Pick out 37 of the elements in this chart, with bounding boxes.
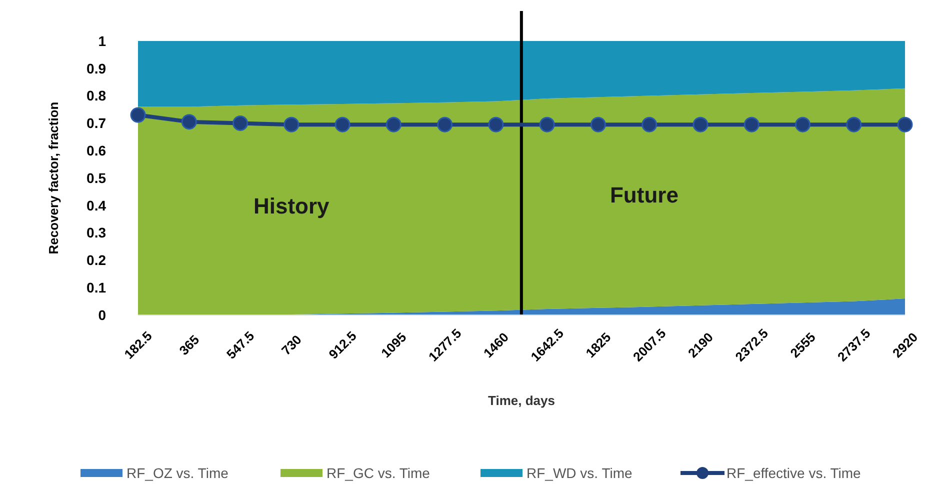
y-tick-label: 0.4 <box>86 197 106 214</box>
point <box>744 116 760 132</box>
point <box>794 116 810 132</box>
legend-label: RF_GC vs. Time <box>326 464 430 481</box>
point <box>386 116 402 132</box>
annotation: History <box>254 194 330 219</box>
point <box>642 116 658 132</box>
point <box>488 116 504 132</box>
y-tick-label: 0.3 <box>86 224 106 241</box>
x-tick-label: 365 <box>176 332 202 358</box>
x-axis-title: Time, days <box>488 393 555 408</box>
point <box>284 116 300 132</box>
y-axis-title: Recovery factor, fraction <box>46 102 61 254</box>
y-tick-label: 0.9 <box>86 60 106 76</box>
point <box>539 116 555 132</box>
legend-label: RF_OZ vs. Time <box>126 464 229 481</box>
y-tick-label: 0.7 <box>86 115 106 132</box>
y-tick-label: 0.6 <box>86 142 106 158</box>
point <box>181 114 197 130</box>
legend-label: RF_effective vs. Time <box>726 464 862 481</box>
point <box>692 116 708 132</box>
y-tick-label: 0 <box>98 306 106 323</box>
point <box>232 115 248 131</box>
y-tick-label: 0.8 <box>86 88 106 104</box>
point <box>334 116 350 132</box>
annotation: Future <box>610 182 678 208</box>
point <box>437 116 453 132</box>
point <box>897 116 913 132</box>
point <box>130 107 146 123</box>
y-tick-label: 0.1 <box>86 280 106 296</box>
point <box>846 116 862 132</box>
legend-label: RF_WD vs. Time <box>526 464 632 481</box>
y-tick-label: 0.5 <box>86 170 106 186</box>
y-tick-label: 0.2 <box>86 252 106 268</box>
point <box>590 116 606 132</box>
x-tick-label: 730 <box>278 332 304 358</box>
y-tick-label: 1 <box>98 32 106 49</box>
